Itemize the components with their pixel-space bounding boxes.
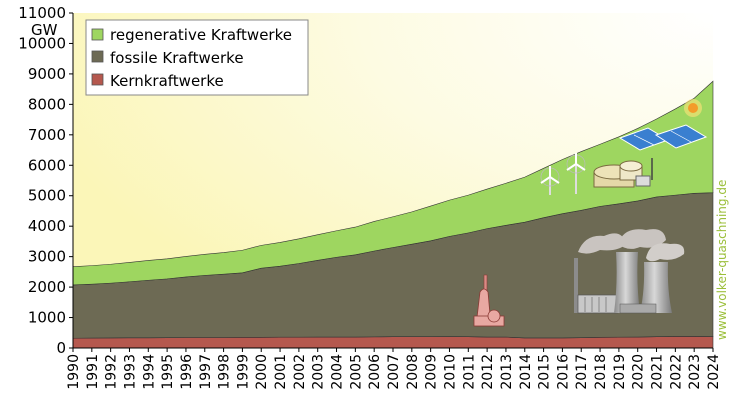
area-kernkraftwerke xyxy=(72,336,714,349)
x-tick-label: 2012 xyxy=(480,354,496,390)
y-tick-label: 9000 xyxy=(28,65,66,83)
area-regenerative-kraftwerke xyxy=(72,80,714,286)
x-tick-label: 2003 xyxy=(311,354,327,390)
x-tick-label: 2020 xyxy=(631,354,647,390)
x-tick-label: 2014 xyxy=(518,354,534,390)
y-tick-label: 3000 xyxy=(28,248,66,266)
x-tick-label: 1992 xyxy=(104,354,120,390)
wind-turbine-icon xyxy=(540,153,586,195)
y-ticks: 0 1000 2000 3000 4000 5000 6000 7000 8000 9000 100… xyxy=(18,4,73,357)
x-tick-label: 2021 xyxy=(650,354,666,390)
solar-sun-icon xyxy=(684,99,702,117)
x-tick-label: 2024 xyxy=(706,354,722,390)
x-tick-label: 2017 xyxy=(574,354,590,390)
x-tick-label: 2002 xyxy=(292,354,308,390)
x-tick-label: 2019 xyxy=(612,354,628,390)
credit-text: www.volker-quaschning.de xyxy=(715,180,729,340)
nuclear-plant-icon xyxy=(473,274,505,327)
legend-label-kern: Kernkraftwerke xyxy=(110,72,224,90)
biogas-plant-icon xyxy=(593,158,653,188)
x-tick-label: 1998 xyxy=(217,354,233,390)
y-tick-label: 1000 xyxy=(28,309,66,327)
y-axis-unit: GW xyxy=(31,21,58,39)
x-ticks: 1990 1991 1992 1993 1994 1995 1996 1997 1998 1999… xyxy=(66,348,722,390)
y-tick-label: 7000 xyxy=(28,126,66,144)
x-tick-label: 2023 xyxy=(687,354,703,390)
x-tick-label: 2009 xyxy=(424,354,440,390)
x-tick-label: 2001 xyxy=(273,354,289,390)
y-tick-label: 5000 xyxy=(28,187,66,205)
y-tick-label: 11000 xyxy=(18,4,66,22)
x-tick-label: 2000 xyxy=(254,354,270,390)
y-tick-label: 4000 xyxy=(28,217,66,235)
x-tick-label: 1995 xyxy=(160,354,176,390)
x-tick-label: 2018 xyxy=(593,354,609,390)
x-tick-label: 1999 xyxy=(235,354,251,390)
y-tick-label: 0 xyxy=(56,339,66,357)
x-tick-label: 2013 xyxy=(499,354,515,390)
x-tick-label: 2008 xyxy=(405,354,421,390)
x-tick-label: 2016 xyxy=(555,354,571,390)
x-tick-label: 1994 xyxy=(141,354,157,390)
y-tick-label: 8000 xyxy=(28,95,66,113)
x-tick-label: 2005 xyxy=(348,354,364,390)
x-tick-label: 1997 xyxy=(198,354,214,390)
x-tick-label: 2015 xyxy=(537,354,553,390)
x-tick-label: 2011 xyxy=(461,354,477,390)
x-tick-label: 2006 xyxy=(367,354,383,390)
legend-label-regenerative: regenerative Kraftwerke xyxy=(110,26,292,44)
x-tick-label: 1990 xyxy=(66,354,82,390)
x-tick-label: 2022 xyxy=(668,354,684,390)
legend-swatch-kern xyxy=(91,73,104,86)
solar-panel-icon xyxy=(618,124,708,151)
x-tick-label: 2004 xyxy=(330,354,346,390)
x-tick-label: 1996 xyxy=(179,354,195,390)
coal-plant-icon xyxy=(574,229,685,314)
legend: regenerative Kraftwerke fossile Kraftwer… xyxy=(85,19,309,96)
y-tick-label: 2000 xyxy=(28,278,66,296)
legend-label-fossile: fossile Kraftwerke xyxy=(110,49,244,67)
y-tick-label: 6000 xyxy=(28,156,66,174)
x-tick-label: 2010 xyxy=(442,354,458,390)
x-tick-label: 2007 xyxy=(386,354,402,390)
legend-swatch-fossile xyxy=(91,50,104,63)
x-tick-label: 1991 xyxy=(85,354,101,390)
y-tick-label: 10000 xyxy=(18,34,66,52)
x-tick-label: 1993 xyxy=(122,354,138,390)
legend-swatch-regenerative xyxy=(91,28,104,41)
